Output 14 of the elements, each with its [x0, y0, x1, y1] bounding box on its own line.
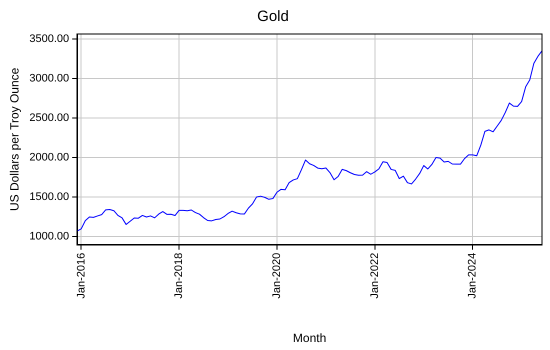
y-tick-label: 1500.00: [29, 191, 70, 204]
x-tick-label: Jan-2020: [270, 252, 283, 299]
x-tick-label: Jan-2016: [75, 252, 88, 299]
y-tick-label: 2500.00: [29, 112, 70, 124]
y-tick-label: 1000.00: [29, 230, 70, 242]
chart-title: Gold: [257, 8, 289, 26]
y-tick-label: 3500.00: [29, 33, 70, 46]
y-tick-label: 3000.00: [29, 72, 70, 85]
x-tick-label: Jan-2018: [173, 252, 186, 299]
x-tick-label: Jan-2024: [466, 252, 479, 299]
y-axis-title: US Dollars per Troy Ounce: [8, 67, 22, 212]
x-tick-label: Jan-2022: [368, 252, 381, 299]
x-axis-title: Month: [292, 331, 326, 346]
y-tick-label: 2000.00: [29, 152, 70, 164]
